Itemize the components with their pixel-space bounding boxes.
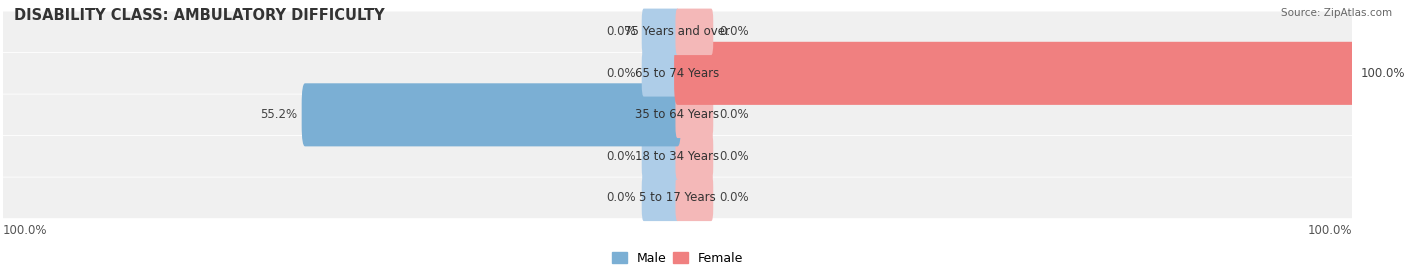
Text: 0.0%: 0.0% [606,150,636,163]
Text: 0.0%: 0.0% [720,25,749,38]
Text: 35 to 64 Years: 35 to 64 Years [636,108,720,121]
FancyBboxPatch shape [641,133,679,180]
FancyBboxPatch shape [641,175,679,221]
FancyBboxPatch shape [675,175,713,221]
Text: 0.0%: 0.0% [606,191,636,204]
FancyBboxPatch shape [675,92,713,138]
FancyBboxPatch shape [673,42,1355,105]
Text: 0.0%: 0.0% [720,150,749,163]
FancyBboxPatch shape [3,178,1353,218]
FancyBboxPatch shape [675,9,713,55]
Text: Source: ZipAtlas.com: Source: ZipAtlas.com [1281,8,1392,18]
FancyBboxPatch shape [641,9,679,55]
FancyBboxPatch shape [302,83,681,146]
Text: 5 to 17 Years: 5 to 17 Years [640,191,716,204]
FancyBboxPatch shape [3,94,1353,135]
FancyBboxPatch shape [3,136,1353,177]
Text: 100.0%: 100.0% [3,224,48,236]
Text: 0.0%: 0.0% [606,25,636,38]
Text: 0.0%: 0.0% [720,191,749,204]
Text: 18 to 34 Years: 18 to 34 Years [636,150,720,163]
FancyBboxPatch shape [3,53,1353,94]
Text: 0.0%: 0.0% [606,67,636,80]
Text: 55.2%: 55.2% [260,108,297,121]
Text: 75 Years and over: 75 Years and over [624,25,731,38]
FancyBboxPatch shape [3,12,1353,52]
Text: DISABILITY CLASS: AMBULATORY DIFFICULTY: DISABILITY CLASS: AMBULATORY DIFFICULTY [14,8,385,23]
Legend: Male, Female: Male, Female [607,247,748,269]
Text: 100.0%: 100.0% [1308,224,1353,236]
FancyBboxPatch shape [641,50,679,97]
Text: 0.0%: 0.0% [720,108,749,121]
Text: 65 to 74 Years: 65 to 74 Years [636,67,720,80]
Text: 100.0%: 100.0% [1360,67,1405,80]
FancyBboxPatch shape [675,133,713,180]
